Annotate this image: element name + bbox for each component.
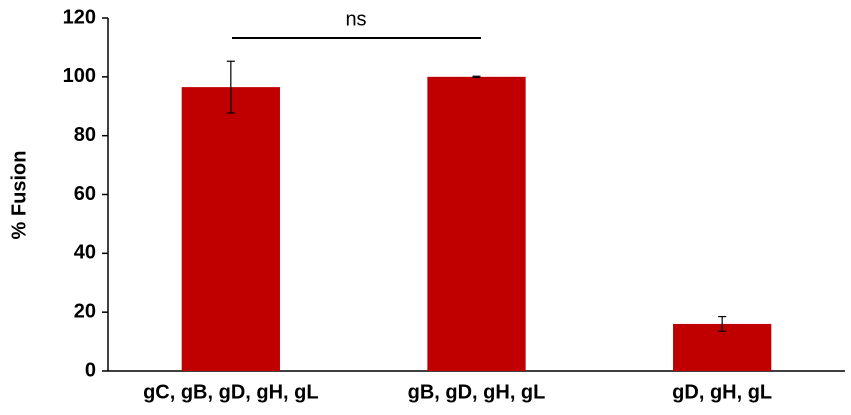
y-tick-label: 100 xyxy=(63,65,96,87)
y-tick-label: 20 xyxy=(74,300,96,322)
bar xyxy=(181,87,280,372)
y-tick-label: 40 xyxy=(74,242,96,264)
bar xyxy=(427,76,526,371)
y-tick-label: 60 xyxy=(74,183,96,205)
x-tick-label: gD, gH, gL xyxy=(672,381,772,403)
y-tick-label: 80 xyxy=(74,124,96,146)
y-tick-label: 120 xyxy=(63,6,96,28)
y-tick-label: 0 xyxy=(85,359,96,381)
annotation: ns xyxy=(345,8,366,30)
y-axis-label: % Fusion xyxy=(8,151,30,240)
x-tick-label: gC, gB, gD, gH, gL xyxy=(143,381,319,403)
x-tick-label: gB, gD, gH, gL xyxy=(408,381,546,403)
